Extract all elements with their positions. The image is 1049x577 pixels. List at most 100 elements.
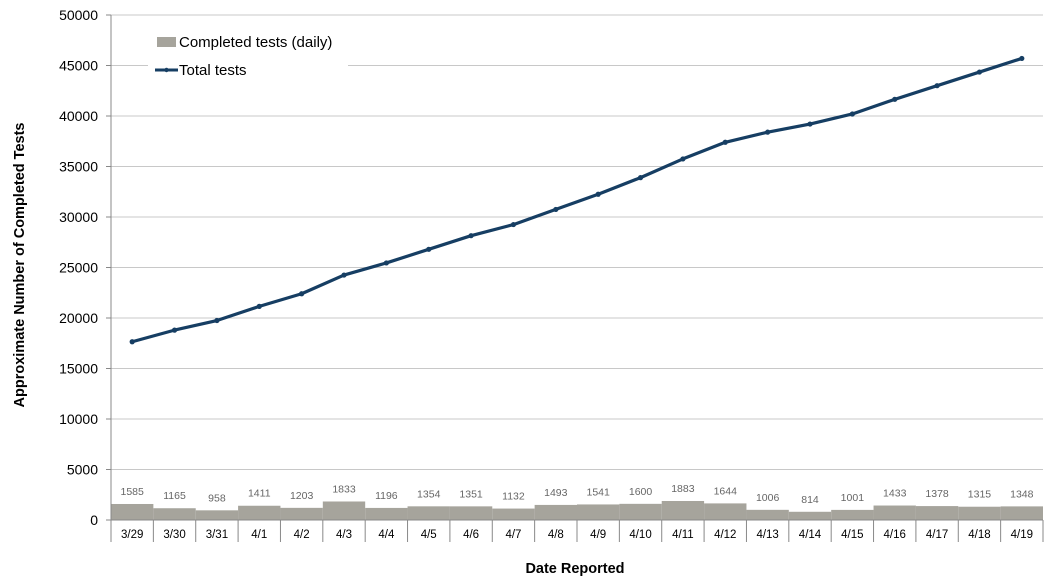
line-total-tests [131,56,1023,344]
bar-daily-4-13 [746,509,789,520]
legend-bar-swatch [157,37,176,47]
x-tick-label: 4/18 [968,529,990,541]
line-series [129,55,1025,345]
bar-data-label: 1001 [841,492,865,504]
bar-daily-4-19 [1000,506,1043,520]
point-total-4-10 [637,175,644,181]
x-axis-title: Date Reported [525,561,624,577]
bar-daily-4-12 [704,503,747,520]
tick-labels: 0 5000 10000 15000 20000 25000 30000 35000 40000… [59,7,1033,541]
bar-data-labels: 1585 1165 958 1411 1203 1833 1196 1354 1351 1132 1… [121,483,1034,506]
bar-daily-3-31 [195,510,239,520]
bar-daily-4-8 [534,504,577,520]
bar-data-label: 1493 [544,487,568,499]
point-total-4-3 [341,272,347,278]
point-total-4-14 [807,121,813,127]
bar-data-label: 1644 [714,485,738,497]
x-tick-label: 4/15 [841,529,863,541]
x-tick-label: 4/19 [1011,529,1033,541]
bar-data-label: 814 [801,494,819,506]
bar-data-label: 1196 [375,490,398,502]
x-tick-label: 4/16 [884,529,906,541]
bar-daily-4-1 [238,505,281,520]
x-tick-label: 4/17 [926,529,948,541]
point-total-3-29 [129,339,135,345]
bar-daily-4-4 [365,507,408,520]
point-total-4-12 [722,139,728,145]
bar-daily-4-5 [407,506,450,520]
legend-label-total: Total tests [179,62,247,79]
bar-data-label: 1411 [248,488,271,500]
point-total-4-13 [765,129,771,135]
bar-daily-4-9 [577,504,620,520]
x-tick-label: 3/31 [206,529,228,541]
y-tick-label: 40000 [59,108,98,124]
bar-data-label: 1351 [459,488,483,500]
point-total-4-11 [680,156,686,162]
bar-data-label: 1348 [1010,488,1034,500]
bar-data-label: 1006 [756,492,780,504]
x-tick-label: 4/13 [756,529,778,541]
gridlines [111,14,1043,470]
bar-daily-4-6 [449,506,493,520]
axes [106,14,1044,542]
point-total-3-31 [214,317,220,324]
y-tick-label: 30000 [59,209,98,225]
x-tick-label: 4/1 [251,529,267,541]
y-tick-label: 15000 [59,361,98,377]
legend-background [148,30,348,88]
y-axis-title: Approximate Number of Completed Tests [12,123,28,408]
y-tick-label: 10000 [59,411,98,427]
point-total-4-8 [553,206,559,213]
x-tick-label: 4/9 [590,529,606,541]
bar-daily-4-16 [873,505,916,520]
x-tick-label: 4/14 [799,529,822,541]
y-tick-label: 50000 [59,7,98,23]
bar-series [111,500,1043,520]
y-tick-label: 5000 [67,462,98,478]
point-total-4-19 [1019,55,1025,62]
legend: Completed tests (daily) Total tests [148,30,348,88]
point-total-4-6 [468,233,474,239]
bar-data-label: 1541 [587,486,611,498]
bar-data-label: 958 [208,492,226,504]
point-total-4-18 [976,69,983,75]
x-tick-label: 4/5 [421,529,437,541]
point-total-4-2 [299,291,305,297]
bar-data-label: 1600 [629,486,653,498]
bar-daily-4-14 [788,511,832,520]
x-tick-label: 4/2 [294,529,310,541]
point-total-3-30 [171,327,178,333]
x-tick-label: 4/8 [548,529,564,541]
legend-label-daily: Completed tests (daily) [179,34,332,51]
point-total-4-1 [256,303,262,309]
bar-daily-4-2 [280,507,323,520]
legend-line-marker [164,67,169,73]
bar-data-label: 1378 [925,488,949,500]
bar-data-label: 1433 [883,488,907,500]
point-total-4-4 [383,260,389,266]
bar-data-label: 1354 [417,488,441,500]
bar-data-label: 1165 [163,490,186,502]
y-tick-label: 0 [90,512,98,528]
bar-daily-4-10 [619,503,662,520]
bar-daily-4-15 [831,509,874,520]
x-tick-label: 4/4 [378,529,395,541]
y-tick-label: 45000 [59,58,98,74]
x-tick-label: 4/11 [672,529,694,541]
point-total-4-15 [849,111,855,117]
point-total-4-5 [426,246,432,252]
point-total-4-17 [934,83,940,89]
bar-daily-4-18 [958,506,1001,520]
x-tick-label: 4/10 [629,529,651,541]
bar-data-label: 1132 [502,491,525,503]
point-total-4-16 [892,96,898,102]
bar-daily-4-11 [661,500,705,520]
bar-data-label: 1833 [332,483,356,495]
x-tick-label: 4/3 [336,529,352,541]
bar-daily-4-17 [915,506,959,520]
bar-daily-3-30 [153,508,196,520]
bar-daily-3-29 [111,503,154,520]
